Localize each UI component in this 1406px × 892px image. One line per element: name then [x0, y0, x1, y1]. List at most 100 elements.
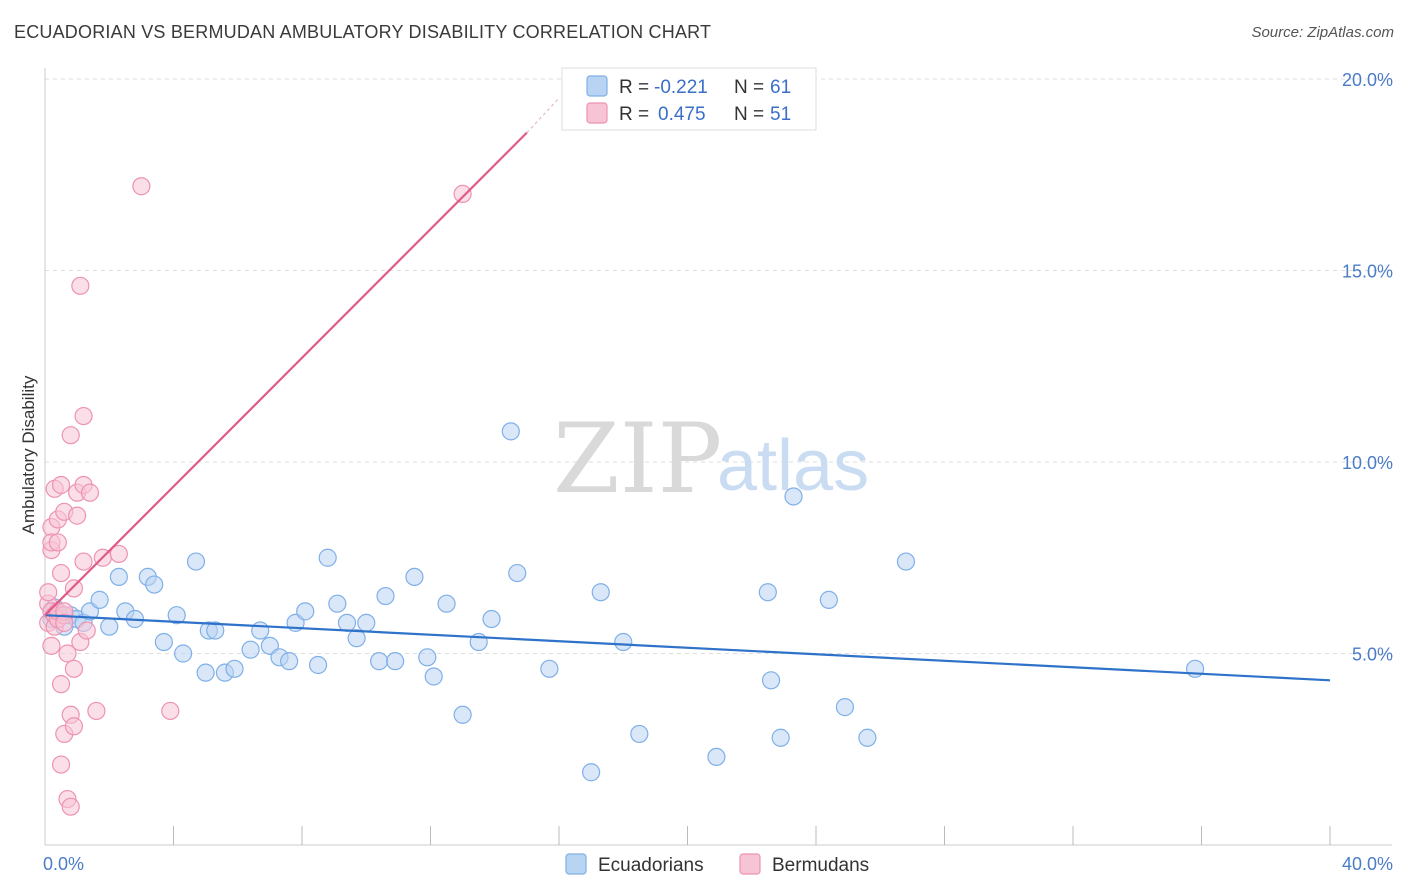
point-bermudans	[74, 406, 93, 426]
point-ecuadorians	[386, 652, 405, 671]
watermark-zip: ZIP	[553, 403, 722, 515]
legend-r-label-ecuadorians: R =	[619, 77, 649, 98]
point-ecuadorians	[357, 613, 376, 632]
point-ecuadorians	[296, 602, 315, 621]
point-ecuadorians	[508, 563, 527, 583]
point-bermudans	[61, 426, 80, 445]
point-ecuadorians	[858, 728, 877, 747]
point-ecuadorians	[835, 698, 855, 717]
point-ecuadorians	[196, 663, 215, 682]
point-ecuadorians	[154, 632, 173, 652]
point-bermudans	[132, 177, 151, 196]
y-tick-labels: 5.0% 10.0% 15.0% 20.0%	[1342, 70, 1393, 665]
point-bermudans	[87, 701, 106, 721]
point-bermudans	[453, 184, 472, 203]
point-bermudans	[55, 613, 74, 632]
point-ecuadorians	[582, 763, 601, 782]
point-ecuadorians	[337, 613, 357, 632]
y-tick-label: 5.0%	[1352, 645, 1393, 665]
point-ecuadorians	[761, 671, 781, 690]
point-ecuadorians	[437, 594, 456, 613]
point-ecuadorians	[482, 609, 501, 629]
point-ecuadorians	[347, 629, 366, 648]
point-ecuadorians	[453, 705, 472, 724]
point-ecuadorians	[90, 590, 109, 609]
point-bermudans	[64, 579, 84, 598]
point-ecuadorians	[167, 606, 186, 625]
legend-swatch-ecuadorians	[586, 75, 608, 97]
point-ecuadorians	[241, 640, 260, 659]
chart-title: ECUADORIAN VS BERMUDAN AMBULATORY DISABI…	[14, 22, 712, 42]
legend-swatch-bermudans	[586, 102, 608, 124]
point-ecuadorians	[370, 652, 389, 671]
point-ecuadorians	[308, 655, 328, 675]
point-ecuadorians	[206, 621, 225, 640]
point-ecuadorians	[100, 617, 119, 636]
legend-n-label-ecuadorians: N =	[734, 77, 764, 98]
legend-r-value-ecuadorians: -0.221	[654, 77, 708, 98]
legend-n-value-ecuadorians: 61	[770, 77, 791, 98]
y-tick-label: 20.0%	[1342, 70, 1393, 90]
point-bermudans	[74, 552, 93, 571]
y-tick-label: 10.0%	[1342, 453, 1393, 473]
trend-line-bermudans	[44, 131, 528, 616]
point-bermudans	[61, 797, 80, 816]
trend-line-extension-bermudans	[526, 97, 560, 134]
point-ecuadorians	[376, 586, 395, 606]
point-ecuadorians	[771, 728, 790, 747]
point-bermudans	[68, 506, 87, 525]
point-bermudans	[161, 701, 180, 721]
point-ecuadorians	[501, 422, 520, 441]
point-bermudans	[64, 717, 84, 736]
point-bermudans	[71, 276, 90, 295]
point-bermudans	[48, 533, 67, 552]
point-bermudans	[51, 475, 71, 495]
series-legend: Ecuadorians Bermudans	[565, 853, 869, 876]
point-ecuadorians	[251, 621, 270, 640]
point-ecuadorians	[174, 644, 193, 663]
point-ecuadorians	[328, 594, 347, 613]
point-bermudans	[109, 544, 128, 564]
point-ecuadorians	[896, 552, 916, 571]
point-ecuadorians	[109, 567, 128, 587]
trend-lines	[44, 97, 1331, 682]
x-tick-label-max: 40.0%	[1342, 854, 1393, 874]
point-ecuadorians	[819, 590, 838, 609]
point-bermudans	[51, 563, 71, 583]
y-tick-label: 15.0%	[1342, 262, 1393, 282]
legend-r-value-bermudans: 0.475	[658, 104, 706, 125]
bottom-legend-label-ecuadorians: Ecuadorians	[598, 855, 704, 876]
x-tick-label-min: 0.0%	[43, 854, 84, 874]
point-ecuadorians	[707, 747, 726, 767]
point-bermudans	[39, 583, 58, 602]
legend-n-label-bermudans: N =	[734, 104, 764, 125]
point-ecuadorians	[630, 724, 649, 744]
point-ecuadorians	[405, 567, 424, 587]
source-label: Source: ZipAtlas.com	[1251, 24, 1394, 41]
x-tick-labels: 0.0% 40.0%	[43, 854, 1393, 874]
point-ecuadorians	[758, 583, 777, 602]
legend-n-value-bermudans: 51	[770, 104, 791, 125]
point-bermudans	[77, 621, 96, 640]
bottom-legend-swatch-bermudans	[739, 853, 761, 875]
bottom-legend-label-bermudans: Bermudans	[772, 855, 869, 876]
point-ecuadorians	[784, 487, 803, 506]
point-ecuadorians	[591, 583, 610, 602]
grid-lines	[45, 78, 1392, 654]
point-ecuadorians	[540, 659, 559, 678]
watermark: ZIP atlas	[553, 403, 869, 515]
bottom-legend-swatch-ecuadorians	[565, 853, 587, 875]
point-bermudans	[64, 659, 84, 678]
point-bermudans	[58, 644, 77, 663]
point-ecuadorians	[186, 552, 206, 571]
point-bermudans	[51, 755, 71, 774]
point-ecuadorians	[418, 648, 437, 667]
point-ecuadorians	[145, 575, 164, 594]
point-ecuadorians	[614, 632, 633, 652]
correlation-legend: R = -0.221 N = 61 R = 0.475 N = 51	[561, 67, 817, 131]
point-ecuadorians	[318, 548, 337, 567]
point-bermudans	[80, 483, 100, 502]
legend-r-label-bermudans: R =	[619, 104, 649, 125]
point-ecuadorians	[280, 652, 299, 671]
